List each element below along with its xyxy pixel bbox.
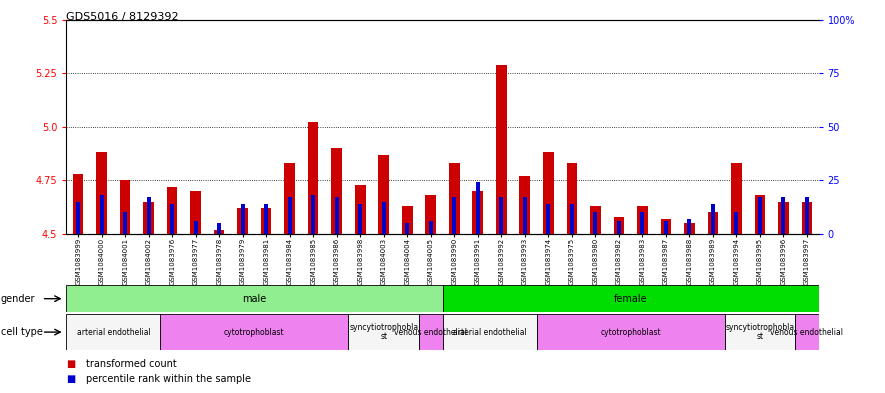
Bar <box>475 182 480 234</box>
Bar <box>194 221 197 234</box>
Bar <box>426 195 436 234</box>
Bar <box>536 314 725 350</box>
Bar <box>66 314 160 350</box>
Text: female: female <box>614 294 647 304</box>
Bar <box>288 197 292 234</box>
Bar <box>442 285 819 312</box>
Text: arterial endothelial: arterial endothelial <box>452 328 527 336</box>
Text: cytotrophoblast: cytotrophoblast <box>600 328 661 336</box>
Bar <box>402 206 412 234</box>
Bar <box>590 206 601 234</box>
Bar <box>76 202 81 234</box>
Bar <box>241 204 245 234</box>
Text: percentile rank within the sample: percentile rank within the sample <box>86 374 250 384</box>
Bar <box>284 163 295 234</box>
Bar <box>405 223 410 234</box>
Bar <box>543 152 554 234</box>
Bar <box>523 197 527 234</box>
Bar <box>73 174 83 234</box>
Bar <box>496 64 506 234</box>
Bar <box>449 163 459 234</box>
Bar <box>147 197 150 234</box>
Text: ■: ■ <box>66 358 75 369</box>
Bar <box>781 197 786 234</box>
Text: venous endothelial: venous endothelial <box>394 328 467 336</box>
Bar <box>123 213 127 234</box>
Bar <box>499 197 504 234</box>
Bar <box>473 191 483 234</box>
Text: male: male <box>242 294 266 304</box>
Bar <box>711 204 715 234</box>
Bar <box>802 202 812 234</box>
Bar <box>261 208 272 234</box>
Bar <box>99 195 104 234</box>
Bar <box>778 202 789 234</box>
Bar <box>664 221 668 234</box>
Text: cytotrophoblast: cytotrophoblast <box>224 328 285 336</box>
Text: arterial endothelial: arterial endothelial <box>76 328 150 336</box>
Bar <box>617 221 621 234</box>
Bar <box>170 204 174 234</box>
Bar <box>355 185 366 234</box>
Bar <box>428 221 433 234</box>
Bar <box>684 223 695 234</box>
Bar <box>167 187 178 234</box>
Text: gender: gender <box>1 294 35 304</box>
Bar <box>119 180 130 234</box>
Bar <box>331 148 342 234</box>
Bar <box>308 123 319 234</box>
Text: syncytiotrophobla
st: syncytiotrophobla st <box>350 323 419 342</box>
Bar <box>735 213 738 234</box>
Text: transformed count: transformed count <box>86 358 177 369</box>
Bar <box>519 176 530 234</box>
Bar <box>379 154 389 234</box>
Text: syncytiotrophobla
st: syncytiotrophobla st <box>726 323 795 342</box>
Bar <box>731 163 742 234</box>
Bar <box>217 223 221 234</box>
Bar <box>637 206 648 234</box>
Bar <box>312 195 315 234</box>
Bar <box>335 197 339 234</box>
Bar <box>688 219 691 234</box>
Text: GDS5016 / 8129392: GDS5016 / 8129392 <box>66 12 179 22</box>
Bar <box>593 213 597 234</box>
Bar <box>546 204 550 234</box>
Bar <box>96 152 107 234</box>
Bar <box>419 314 442 350</box>
Bar <box>381 202 386 234</box>
Bar <box>613 217 624 234</box>
Bar <box>566 163 577 234</box>
Bar <box>358 204 362 234</box>
Bar <box>349 314 419 350</box>
Bar <box>758 197 762 234</box>
Bar <box>160 314 349 350</box>
Bar <box>237 208 248 234</box>
Bar <box>725 314 795 350</box>
Bar <box>264 204 268 234</box>
Text: ■: ■ <box>66 374 75 384</box>
Bar <box>570 204 573 234</box>
Bar <box>143 202 154 234</box>
Bar <box>804 197 809 234</box>
Bar <box>640 213 644 234</box>
Bar <box>214 230 225 234</box>
Bar <box>442 314 536 350</box>
Bar <box>707 213 718 234</box>
Text: venous endothelial: venous endothelial <box>770 328 843 336</box>
Bar <box>66 285 442 312</box>
Bar <box>660 219 671 234</box>
Text: cell type: cell type <box>1 327 42 337</box>
Bar <box>795 314 819 350</box>
Bar <box>755 195 766 234</box>
Bar <box>190 191 201 234</box>
Bar <box>452 197 457 234</box>
